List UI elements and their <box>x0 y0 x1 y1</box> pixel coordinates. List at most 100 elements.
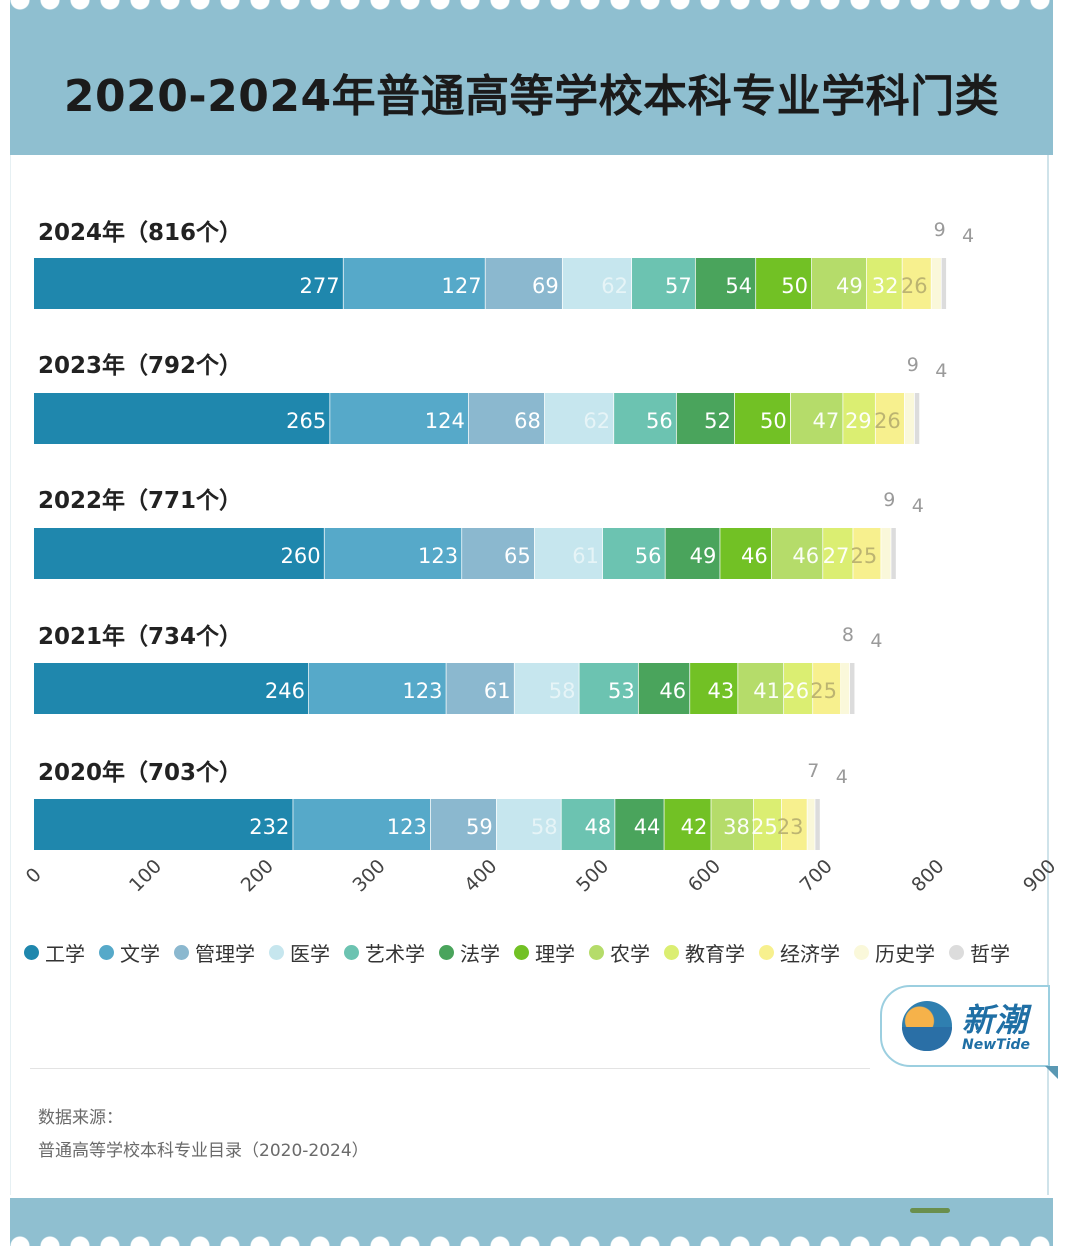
legend-label: 历史学 <box>875 941 935 966</box>
data-label: 25 <box>851 544 878 568</box>
row-label: 2024年（816个） <box>38 219 242 246</box>
small-value-label: 7 <box>807 760 819 782</box>
legend-item: 哲学 <box>949 938 1010 967</box>
legend-label: 农学 <box>610 941 650 966</box>
bar-segment <box>485 258 563 309</box>
legend-dot-icon <box>269 944 284 960</box>
bar-segment <box>695 258 757 309</box>
x-tick-label: 600 <box>684 855 725 896</box>
data-label: 29 <box>845 409 872 433</box>
bar-segment <box>756 258 812 309</box>
data-label: 232 <box>249 815 289 839</box>
data-label: 53 <box>608 679 635 703</box>
legend-item: 经济学 <box>759 938 840 967</box>
bar-segment <box>602 528 666 579</box>
data-label: 27 <box>823 544 850 568</box>
data-label: 127 <box>441 274 481 298</box>
page-frame <box>10 0 1053 1246</box>
data-label: 65 <box>504 544 531 568</box>
data-label: 68 <box>514 409 541 433</box>
bar-segment <box>638 663 691 714</box>
data-label: 123 <box>402 679 442 703</box>
bar-segment <box>579 663 639 714</box>
legend-label: 管理学 <box>195 941 255 966</box>
legend-dot-icon <box>854 944 869 960</box>
x-tick-label: 900 <box>1019 855 1060 896</box>
data-label: 50 <box>781 274 808 298</box>
small-value-label: 4 <box>935 360 947 382</box>
bar-segment <box>914 393 920 444</box>
bar-segment <box>34 663 309 714</box>
bar-segment <box>534 528 603 579</box>
small-value-label: 9 <box>883 489 895 511</box>
perforation-bottom <box>10 1228 1053 1246</box>
data-label: 26 <box>782 679 809 703</box>
legend-label: 教育学 <box>685 941 745 966</box>
x-tick-label: 0 <box>22 864 46 888</box>
x-tick-label: 800 <box>907 855 948 896</box>
legend-item: 法学 <box>439 938 500 967</box>
legend-item: 工学 <box>24 938 85 967</box>
bar-segment <box>34 393 331 444</box>
legend-dot-icon <box>344 944 359 960</box>
data-label: 47 <box>813 409 840 433</box>
legend-label: 经济学 <box>780 941 840 966</box>
perforation-top <box>10 0 1053 18</box>
chart-legend: 工学 文学 管理学 医学 艺术学 法学 理学 农学 教育学 经济学 历史学 哲学 <box>24 937 1064 967</box>
bar-segment <box>690 663 739 714</box>
title-band <box>10 0 1053 155</box>
bar-segment <box>462 528 535 579</box>
legend-label: 理学 <box>535 941 575 966</box>
data-label: 123 <box>387 815 427 839</box>
bar-segment <box>446 663 515 714</box>
bar-segment <box>771 528 824 579</box>
data-label: 58 <box>531 815 558 839</box>
bar-segment <box>34 799 294 850</box>
bottom-mark <box>910 1208 950 1213</box>
data-label: 42 <box>681 815 708 839</box>
bar-segment <box>853 528 882 579</box>
source-label: 数据来源： <box>38 1108 123 1128</box>
wave-icon <box>902 1027 952 1051</box>
bar-segment <box>430 799 497 850</box>
legend-dot-icon <box>24 944 39 960</box>
data-label: 44 <box>634 815 661 839</box>
bar-segment <box>720 528 772 579</box>
legend-dot-icon <box>759 944 774 960</box>
data-label: 41 <box>753 679 780 703</box>
bar-segment <box>561 799 616 850</box>
data-label: 61 <box>572 544 599 568</box>
logo-tail <box>1045 1066 1058 1079</box>
row-label: 2020年（703个） <box>38 759 242 786</box>
small-value-label: 9 <box>907 354 919 376</box>
data-label: 26 <box>901 274 928 298</box>
bar-segment <box>843 393 876 444</box>
x-tick-label: 700 <box>796 855 837 896</box>
bar-segment <box>665 528 721 579</box>
legend-label: 哲学 <box>970 941 1010 966</box>
bar-segment <box>676 393 735 444</box>
data-label: 26 <box>874 409 901 433</box>
data-label: 62 <box>583 409 610 433</box>
data-label: 23 <box>777 815 804 839</box>
bar-segment <box>866 258 903 309</box>
data-label: 265 <box>286 409 326 433</box>
data-label: 61 <box>484 679 511 703</box>
bar-segment <box>324 528 463 579</box>
data-label: 46 <box>792 544 819 568</box>
legend-label: 文学 <box>120 941 160 966</box>
bar-segment <box>293 799 431 850</box>
legend-item: 文学 <box>99 938 160 967</box>
data-label: 52 <box>704 409 731 433</box>
bar-segment <box>902 258 932 309</box>
logo-cn-text: 新潮 <box>962 1001 1029 1039</box>
data-label: 123 <box>418 544 458 568</box>
legend-item: 医学 <box>269 938 330 967</box>
bar-segment <box>614 393 677 444</box>
data-label: 49 <box>836 274 863 298</box>
data-label: 49 <box>690 544 717 568</box>
bar-segment <box>330 393 469 444</box>
data-label: 25 <box>810 679 837 703</box>
data-label: 25 <box>751 815 778 839</box>
data-label: 62 <box>601 274 628 298</box>
